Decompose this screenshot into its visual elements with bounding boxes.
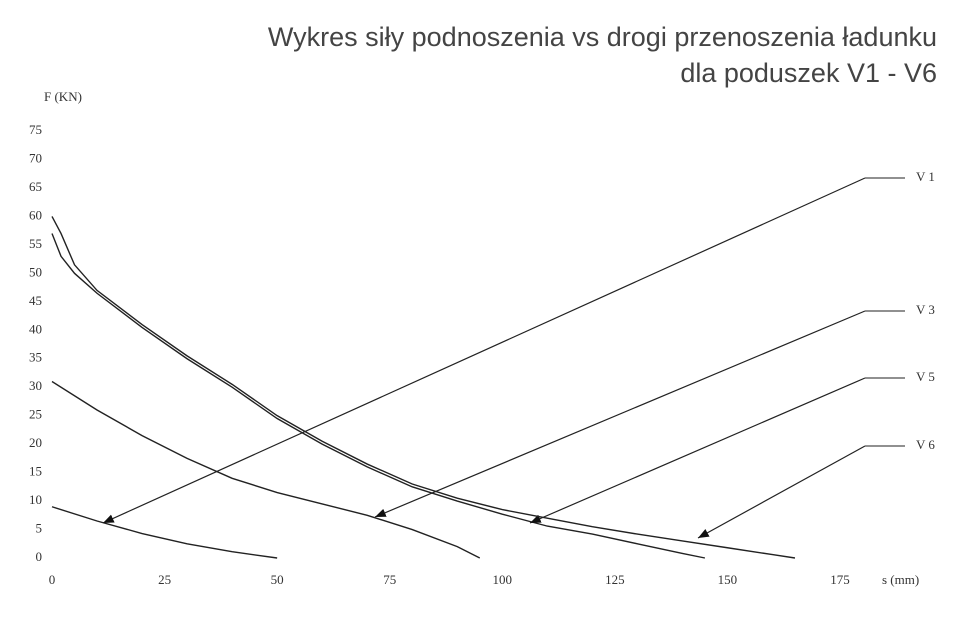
chart-title: Wykres siły podnoszenia vs drogi przenos… — [268, 22, 937, 52]
leader-arrow — [374, 310, 866, 518]
data-line — [51, 380, 481, 559]
y-tick-label: 35 — [29, 350, 42, 365]
y-axis-label: F (KN) — [44, 89, 82, 104]
data-line — [51, 506, 278, 559]
y-tick-label: 30 — [29, 378, 42, 393]
y-tick-label: 50 — [29, 264, 42, 279]
y-tick-label: 15 — [29, 464, 42, 479]
series-label: V 5 — [916, 369, 935, 384]
x-tick-label: 75 — [383, 572, 396, 587]
x-tick-label: 0 — [49, 572, 56, 587]
leader-arrow — [697, 445, 866, 539]
leader-arrow — [529, 377, 866, 524]
y-tick-label: 65 — [29, 179, 42, 194]
series-label: V 3 — [916, 302, 935, 317]
data-line — [51, 216, 796, 559]
y-tick-label: 45 — [29, 293, 42, 308]
y-tick-label: 10 — [29, 492, 42, 507]
y-tick-label: 0 — [36, 549, 43, 564]
y-tick-label: 55 — [29, 236, 42, 251]
leader-arrow — [102, 177, 866, 524]
series-label: V 6 — [916, 437, 935, 452]
x-tick-label: 125 — [605, 572, 625, 587]
x-tick-label: 25 — [158, 572, 171, 587]
y-tick-label: 25 — [29, 407, 42, 422]
x-axis-label: s (mm) — [882, 572, 919, 587]
y-tick-label: 60 — [29, 207, 42, 222]
y-tick-label: 70 — [29, 150, 42, 165]
y-tick-label: 5 — [36, 521, 43, 536]
y-tick-label: 20 — [29, 435, 42, 450]
x-tick-label: 150 — [718, 572, 738, 587]
chart-title: dla poduszek V1 - V6 — [680, 58, 937, 88]
y-tick-label: 75 — [29, 122, 42, 137]
series-label: V 1 — [916, 169, 935, 184]
data-line — [51, 233, 706, 559]
x-tick-label: 100 — [493, 572, 513, 587]
x-tick-label: 50 — [271, 572, 284, 587]
x-tick-label: 175 — [830, 572, 850, 587]
y-tick-label: 40 — [29, 321, 42, 336]
